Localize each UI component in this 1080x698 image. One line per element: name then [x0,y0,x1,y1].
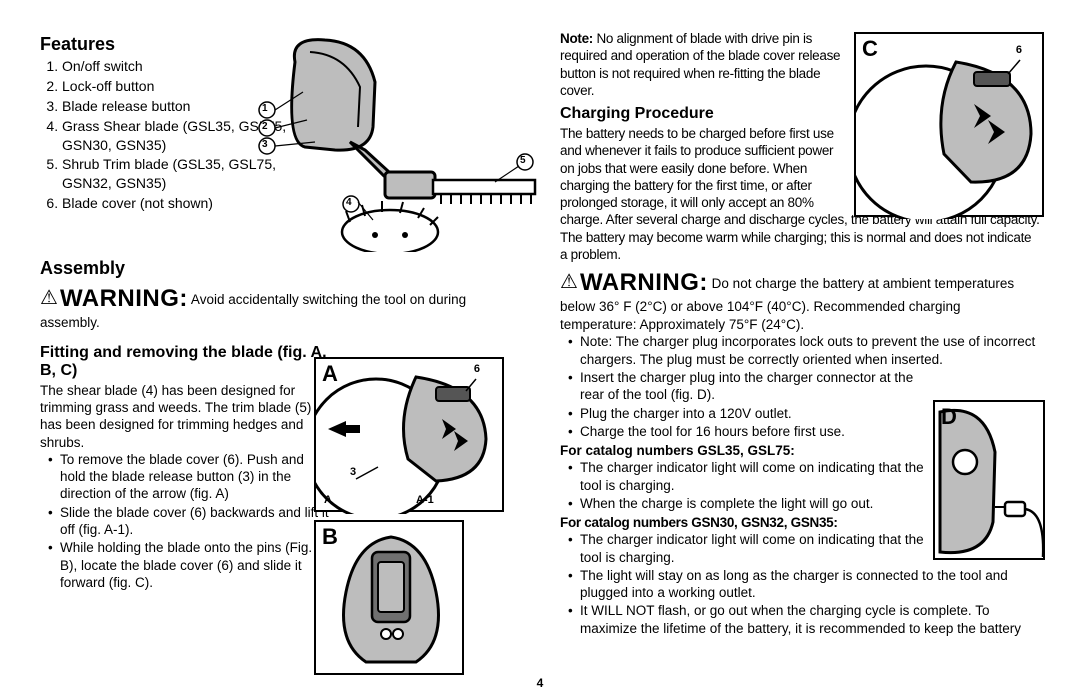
charging-bullet: The light will stay on as long as the ch… [568,567,1040,602]
fig-c-num6: 6 [1016,44,1022,56]
fig-a-num3: 3 [350,466,356,478]
note-prefix: Note: [560,31,593,46]
figure-label-b: B [322,524,338,550]
charging-intro2: charge. After several charge and dischar… [560,211,1040,263]
callout-2: 2 [262,121,268,132]
fitting-bullet: Slide the blade cover (6) backwards and … [48,504,330,539]
assembly-heading: Assembly [40,258,520,279]
figure-label-d: D [941,404,957,430]
charging-bullet: Note: The charger plug incorporates lock… [568,333,1040,368]
charging-warning: ⚠WARNING: Do not charge the battery at a… [560,267,1040,333]
warning-triangle-icon: ⚠ [560,271,578,293]
charging-bullet: The charger indicator light will come on… [568,531,938,566]
charging-bullet: When the charge is complete the light wi… [568,495,938,512]
callout-4: 4 [346,197,352,208]
callout-3: 3 [262,139,268,150]
fig-a-sub-a: A [324,494,332,506]
fitting-intro: The shear blade (4) has been designed fo… [40,382,330,451]
warning-triangle-icon: ⚠ [40,287,58,309]
fig-a-num6: 6 [474,363,480,375]
product-illustration [255,32,540,252]
fitting-bullets: To remove the blade cover (6). Push and … [40,451,330,591]
figure-d: D [933,400,1045,560]
charging-heading: Charging Procedure [560,105,850,123]
assembly-warning: ⚠WARNING: Avoid accidentally switching t… [40,283,520,332]
note-paragraph: Note: No alignment of blade with drive p… [560,30,850,99]
figure-a: A 6 3 A A-1 [314,357,504,512]
callout-1: 1 [262,103,268,114]
note-text: No alignment of blade with drive pin is … [560,31,840,98]
warning-label: WARNING: [60,285,188,312]
warning-label: WARNING: [580,269,708,296]
fitting-heading: Fitting and removing the blade (fig. A, … [40,344,330,380]
figure-c: C 6 [854,32,1044,217]
charging-intro: The battery needs to be charged before f… [560,125,850,211]
figure-label-c: C [862,36,878,62]
figure-label-a: A [322,361,338,387]
page-number: 4 [537,676,544,690]
fitting-bullet: While holding the blade onto the pins (F… [48,539,330,591]
charging-bullet: The charger indicator light will come on… [568,459,938,494]
fitting-bullet: To remove the blade cover (6). Push and … [48,451,330,503]
callout-5: 5 [520,155,526,166]
figure-b: B [314,520,464,675]
charging-bullet: Insert the charger plug into the charger… [568,369,938,404]
fig-a-sub-a1: A-1 [416,494,434,506]
